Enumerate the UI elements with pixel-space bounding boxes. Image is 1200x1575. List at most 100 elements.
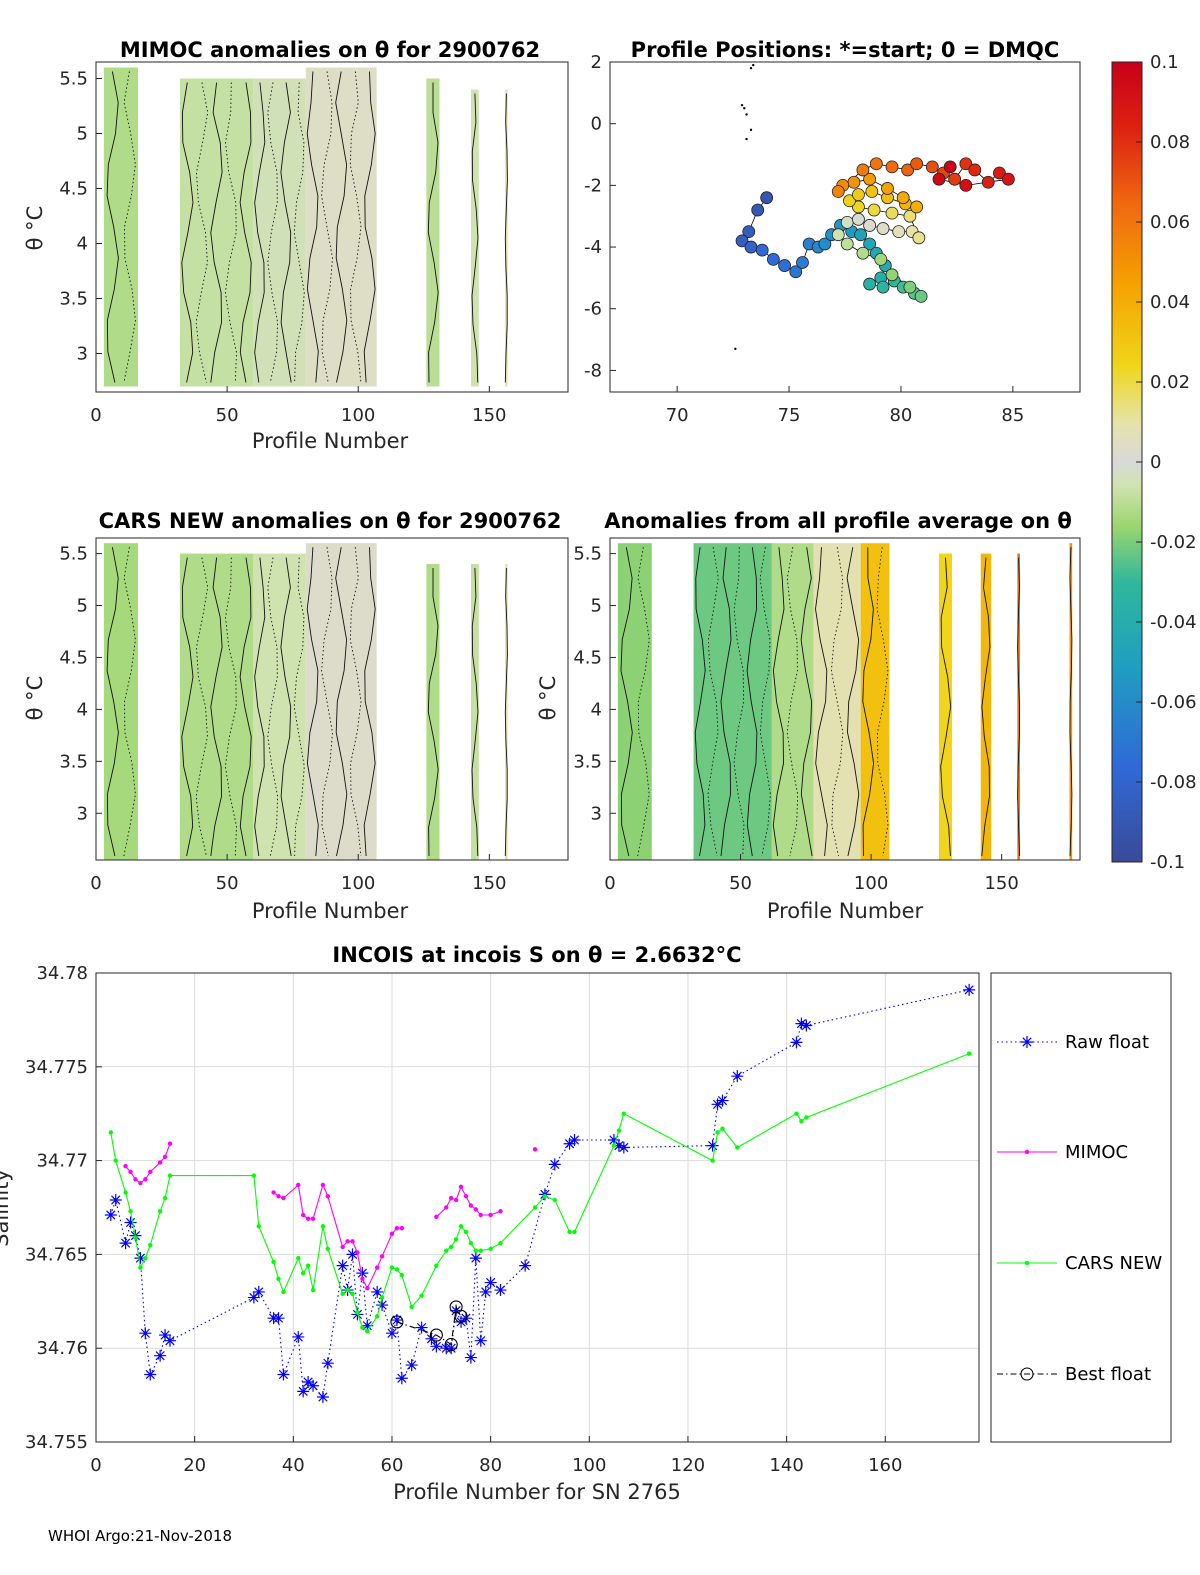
profile-position-point	[1001, 172, 1015, 186]
mimoc-point	[379, 1254, 385, 1259]
mimoc-y-tick-label: 4.5	[59, 179, 88, 200]
cars-new-point	[611, 1143, 617, 1148]
mimoc-point	[138, 1180, 143, 1186]
mimoc-point	[320, 1182, 326, 1188]
allavg-x-ticks: 0 50 100 150	[604, 854, 1019, 894]
mimoc-contour-line	[267, 82, 279, 383]
incois-x-tick-label: 120	[671, 1455, 705, 1476]
mimoc-y-tick-label: 3.5	[59, 289, 88, 310]
raw-float-point	[790, 1036, 803, 1049]
allavg-contour-line	[800, 547, 813, 857]
profile-position-point	[959, 178, 973, 192]
allavg-contour-line	[876, 547, 889, 857]
cars-new-point	[251, 1173, 257, 1178]
raw-float-point	[356, 1267, 369, 1280]
mimoc-point	[355, 1250, 360, 1255]
cars-contour-line	[123, 547, 136, 857]
raw-float-point	[459, 1312, 472, 1325]
cars-new-point	[379, 1295, 385, 1300]
mimoc-point	[458, 1184, 464, 1190]
cars-new-point	[148, 1242, 153, 1248]
raw-float-point	[563, 1137, 576, 1150]
mimoc-contour-line	[280, 82, 292, 383]
cars-new-point	[567, 1229, 572, 1235]
profile-position-point	[847, 175, 861, 189]
island-dot	[752, 63, 755, 67]
allavg-xlabel: Profile Number	[767, 899, 924, 923]
cars-new-point	[552, 1197, 557, 1203]
cars-new-legend-label: CARS NEW	[1065, 1253, 1162, 1274]
mimoc-point	[271, 1190, 276, 1195]
cars-x-tick-label: 150	[472, 873, 506, 894]
profile-position-point	[840, 237, 854, 251]
cars-new-point	[143, 1255, 148, 1261]
incois-y-tick-label: 34.78	[36, 963, 88, 984]
raw-float-point	[385, 1327, 398, 1340]
raw-float-point	[548, 1158, 561, 1171]
best-float-point	[390, 1315, 404, 1329]
profile-position-point	[874, 252, 888, 266]
mimoc-point	[143, 1177, 148, 1182]
mimoc-xlabel: Profile Number	[252, 429, 409, 453]
start-marker-icon: *	[826, 191, 838, 219]
mimoc-point	[365, 1285, 370, 1291]
allavg-anomaly-column	[1017, 553, 1020, 860]
raw-float-point	[494, 1284, 507, 1297]
raw-float-point	[371, 1285, 384, 1298]
raw-float-point	[361, 1319, 374, 1332]
raw-float-point	[415, 1321, 428, 1334]
profile-position-point	[892, 225, 906, 239]
cars-axes-frame	[95, 537, 569, 861]
raw-float-point	[252, 1285, 265, 1298]
cars-new-point	[325, 1246, 331, 1251]
cars-new-point	[108, 1130, 113, 1135]
profile-position-point	[910, 200, 924, 214]
allavg-axes-frame	[609, 537, 1081, 861]
mimoc-point	[340, 1244, 345, 1250]
cars-contour-line	[335, 547, 348, 857]
incois-x-tick-label: 100	[572, 1455, 606, 1476]
mimoc-point	[360, 1276, 365, 1281]
profile-position-point	[912, 231, 926, 245]
raw-float-point	[302, 1375, 315, 1388]
cars-new-point	[473, 1248, 479, 1253]
mimoc-point	[133, 1177, 138, 1182]
profile-position-point	[885, 268, 899, 282]
cars-new-point	[355, 1310, 360, 1315]
raw-float-point	[316, 1390, 329, 1403]
allavg-plot-area	[617, 543, 1073, 860]
profile-position-point	[867, 203, 881, 217]
incois-x-tick-label: 140	[769, 1455, 803, 1476]
positions-y-tick-label: -2	[584, 175, 602, 196]
cars-x-tick-label: 100	[341, 873, 375, 894]
mimoc-contour-line	[349, 71, 362, 383]
mimoc-y-ticks: 5.5 5 4.5 4 3.5 3	[59, 69, 102, 365]
mimoc-anomaly-column	[179, 78, 254, 387]
cars-new-point	[138, 1265, 143, 1270]
mimoc-point	[123, 1164, 128, 1169]
positions-y-tick-label: -6	[584, 299, 602, 320]
cars-contour-line	[181, 557, 194, 857]
cars-new-point	[399, 1272, 405, 1278]
cars-contour-line	[254, 557, 266, 857]
allavg-contour-line	[981, 557, 991, 857]
raw-float-point	[405, 1359, 418, 1372]
raw-float-point	[484, 1276, 497, 1289]
profile-position-point	[863, 277, 877, 291]
cars-title: CARS NEW anomalies on θ for 2900762	[99, 509, 562, 533]
best-float-point	[454, 1309, 468, 1323]
mimoc-point	[488, 1212, 493, 1218]
positions-x-tick-label: 75	[778, 405, 801, 426]
mimoc-contour-line	[293, 82, 305, 383]
positions-y-ticks: 2 0 -2 -4 -6 -8	[584, 52, 616, 381]
best-float-point	[444, 1337, 458, 1351]
colorbar-tick-label: 0.08	[1150, 132, 1190, 153]
raw-float-point	[617, 1141, 630, 1154]
cars-y-tick-label: 5.5	[59, 544, 88, 565]
incois-title: INCOIS at incois S on θ = 2.6632°C	[332, 943, 741, 967]
cars-new-point	[468, 1240, 474, 1246]
mimoc-contour-line	[106, 71, 119, 383]
cars-new-legend-marker	[1024, 1260, 1030, 1266]
profile-position-point	[914, 289, 928, 303]
cars-contour-line	[106, 547, 119, 857]
